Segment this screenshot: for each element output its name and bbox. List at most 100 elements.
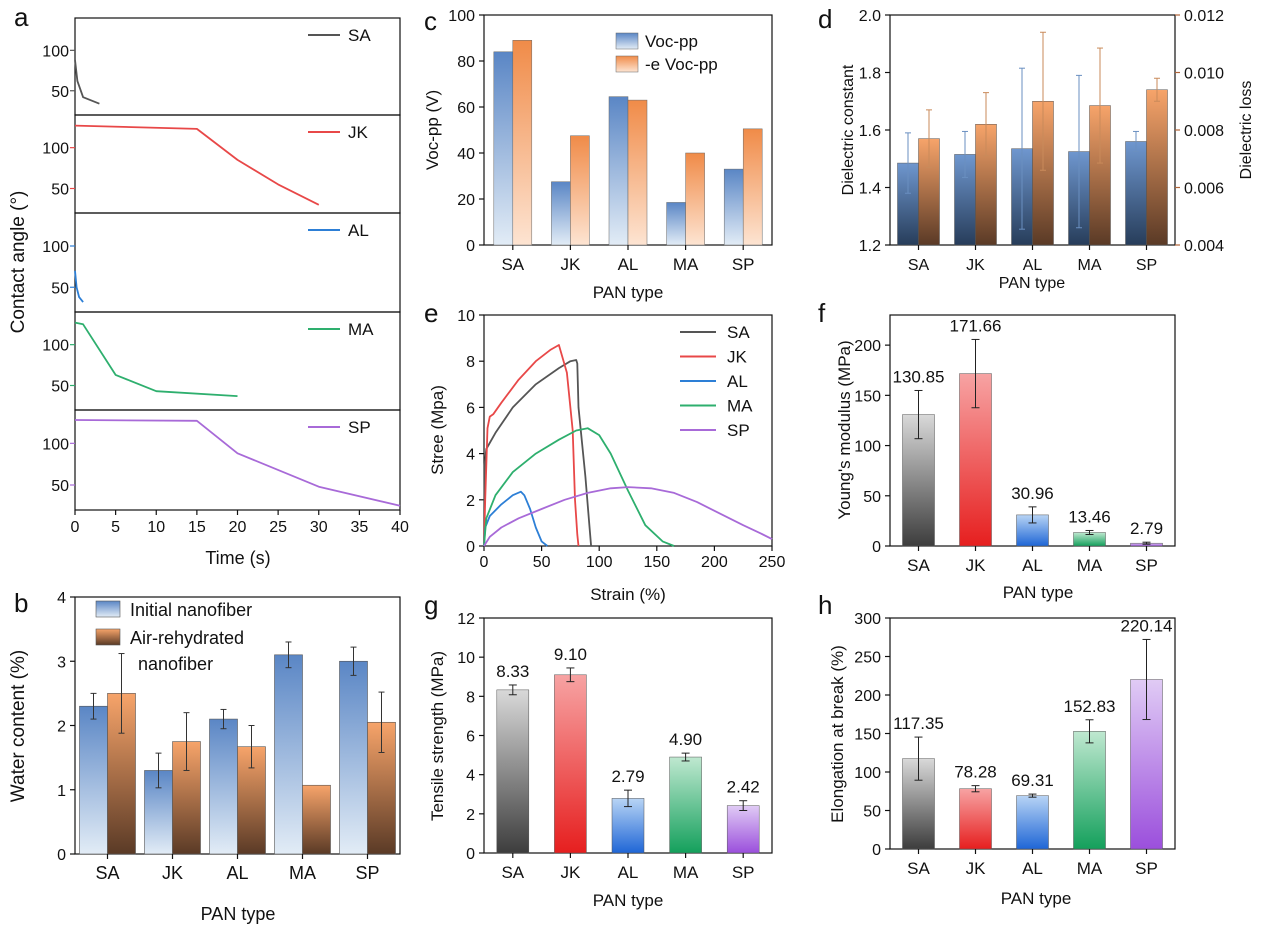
f-ytick-label: 100 [854,439,881,456]
g-ylabel: Tensile strength (MPa) [428,651,447,821]
h-xtick-label: AL [1022,859,1043,878]
f-xlabel: PAN type [1003,583,1074,602]
h-ytick-label: 150 [854,727,881,744]
g-data-label-AL: 2.79 [611,767,644,786]
c-ytick-label: 100 [448,8,475,25]
h-data-label-AL: 69.31 [1011,771,1054,790]
d-ytick-right-label: 0.012 [1184,8,1224,25]
c-ytick-label: 0 [466,238,475,255]
a-ytick-label: 100 [42,338,69,355]
c-ylabel: Voc-pp (V) [423,90,442,170]
d-xtick-label: SP [1136,257,1157,274]
e-ytick-label: 4 [466,447,475,464]
g-ytick-label: 8 [466,689,475,706]
panel-letter-f: f [818,298,826,328]
e-legend-label-AL: AL [727,372,748,391]
f-xtick-label: AL [1022,556,1043,575]
c-xlabel: PAN type [593,283,664,302]
b-ytick-label: 2 [57,719,66,736]
h-xtick-label: SP [1135,859,1158,878]
f-xtick-label: SA [907,556,930,575]
e-ytick-label: 0 [466,539,475,556]
c-xtick-label: JK [560,255,581,274]
g-ytick-label: 2 [466,807,475,824]
a-xtick-label: 0 [71,519,80,536]
b-bar-initial [339,660,368,855]
g-xtick-label: SA [501,863,524,882]
g-data-label-SA: 8.33 [496,662,529,681]
a-ytick-label: 50 [51,182,69,199]
a-xtick-label: 5 [111,519,120,536]
f-data-label-AL: 30.96 [1011,484,1054,503]
a-ytick-label: 100 [42,141,69,158]
f-ytick-label: 50 [863,489,881,506]
b-ytick-label: 0 [57,847,66,864]
d-ytick-right-label: 0.008 [1184,123,1224,140]
a-ytick-label: 50 [51,280,69,297]
c-bar-e-voc [685,152,705,246]
e-ylabel: Stree (Mpa) [428,385,447,475]
d-ytick-label: 1.2 [859,238,881,255]
g-bar-AL [611,798,645,854]
b-legend-swatch-initial [95,600,121,618]
e-xtick-label: 250 [759,554,786,571]
e-series-line-JK [483,344,580,547]
c-ytick-label: 80 [457,54,475,71]
f-data-label-JK: 171.66 [950,316,1002,335]
a-series-line-MA [74,321,238,397]
e-legend-label-MA: MA [727,397,753,416]
b-legend-label-initial: Initial nanofiber [130,600,252,620]
h-data-label-JK: 78.28 [954,763,997,782]
c-bar-e-voc [627,99,648,246]
b-bar-rehydrated [302,784,331,855]
c-xtick-label: SA [501,255,524,274]
c-ytick-label: 20 [457,192,475,209]
f-xtick-label: SP [1135,556,1158,575]
d-bar-dielectric-loss [1146,89,1168,246]
a-xtick-label: 15 [188,519,206,536]
panel-letter-g: g [424,590,438,620]
g-ytick-label: 6 [466,729,475,746]
g-xtick-label: AL [618,863,639,882]
h-data-label-SA: 117.35 [893,714,944,733]
f-ytick-label: 150 [854,388,881,405]
d-ytick-right-label: 0.004 [1184,238,1224,255]
a-xtick-label: 30 [310,519,328,536]
f-data-label-MA: 13.46 [1068,507,1111,526]
a-legend-label-SA: SA [348,26,371,45]
c-legend-swatch-voc [615,32,639,50]
a-ytick-label: 100 [42,436,69,453]
c-xtick-label: SP [732,255,755,274]
panel-letter-c: c [424,6,437,36]
g-xlabel: PAN type [593,891,664,910]
h-xtick-label: MA [1077,859,1103,878]
h-ytick-label: 250 [854,650,881,667]
e-series-line-AL [483,490,548,547]
g-xtick-label: SP [732,863,755,882]
c-bar-voc [666,202,686,246]
g-ytick-label: 10 [457,650,475,667]
g-data-label-JK: 9.10 [554,645,587,664]
h-bar-AL [1016,795,1049,850]
d-ylabel-left: Dielectric constant [840,64,857,195]
f-xtick-label: MA [1077,556,1103,575]
h-ytick-label: 300 [854,611,881,628]
g-xtick-label: JK [560,863,581,882]
c-bar-e-voc [570,135,590,246]
a-ytick-label: 100 [42,239,69,256]
a-legend-label-MA: MA [348,320,374,339]
f-data-label-SA: 130.85 [893,367,945,386]
h-xlabel: PAN type [1001,889,1072,908]
h-ytick-label: 200 [854,688,881,705]
e-legend-label-JK: JK [727,348,748,367]
c-xtick-label: AL [618,255,639,274]
d-ytick-label: 1.4 [859,181,881,198]
d-ytick-right-label: 0.006 [1184,181,1224,198]
b-ytick-label: 3 [57,654,66,671]
a-xlabel: Time (s) [205,548,270,568]
d-bar-dielectric-constant [1125,141,1147,246]
g-data-label-SP: 2.42 [727,778,760,797]
c-xtick-label: MA [673,255,699,274]
